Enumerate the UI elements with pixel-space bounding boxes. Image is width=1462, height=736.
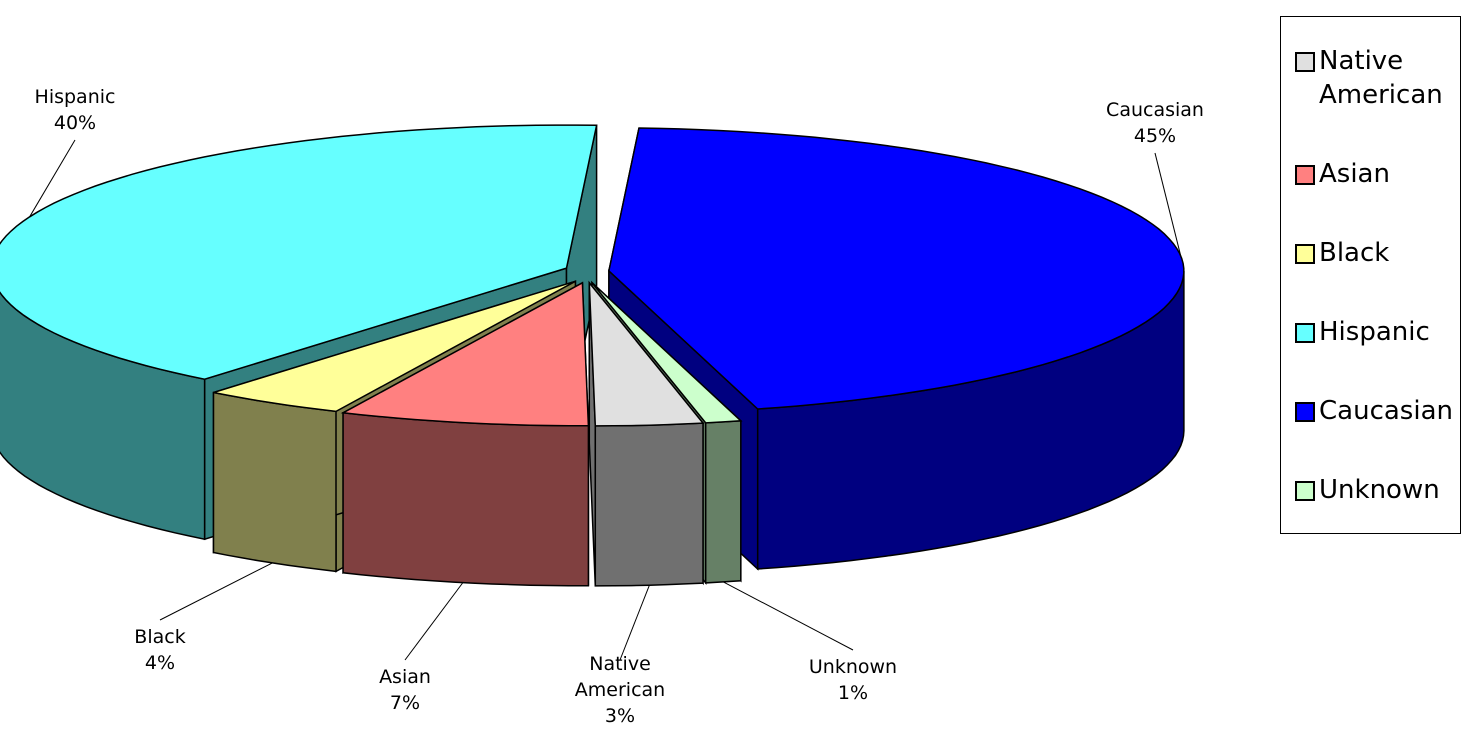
legend-swatch bbox=[1295, 164, 1315, 185]
legend-label: Hispanic bbox=[1319, 316, 1430, 347]
legend-swatch bbox=[1295, 243, 1315, 264]
slice bbox=[591, 282, 743, 424]
legend-swatch bbox=[1295, 322, 1315, 343]
label-value: 40% bbox=[53, 112, 97, 134]
legend-item: Native American bbox=[1295, 44, 1460, 112]
label-name: Caucasian bbox=[1106, 99, 1204, 121]
slice bbox=[213, 280, 576, 413]
leader-line bbox=[619, 584, 650, 661]
legend-swatch bbox=[1295, 401, 1315, 422]
legend-label: Caucasian bbox=[1319, 395, 1453, 426]
data-label: Native American 3% bbox=[555, 651, 685, 729]
leader-line bbox=[1154, 152, 1182, 257]
legend-item: Black bbox=[1295, 236, 1460, 270]
label-name: Hispanic bbox=[34, 86, 116, 108]
data-label: Hispanic 40% bbox=[10, 84, 140, 136]
legend-item: Asian bbox=[1295, 157, 1460, 191]
leader-line bbox=[404, 582, 464, 661]
slice bbox=[588, 280, 705, 427]
legend-label: Unknown bbox=[1319, 474, 1440, 505]
data-label: Asian 7% bbox=[340, 664, 470, 716]
label-value: 4% bbox=[144, 652, 176, 674]
legend-item: Unknown bbox=[1295, 473, 1460, 507]
label-name: Unknown bbox=[808, 656, 898, 678]
legend-swatch bbox=[1295, 480, 1315, 501]
label-name: Black bbox=[134, 626, 186, 648]
slice-rim bbox=[594, 422, 704, 587]
legend-label: Native American bbox=[1319, 45, 1443, 110]
label-name: Native American bbox=[574, 653, 666, 701]
label-name: Asian bbox=[379, 666, 431, 688]
legend-item: Hispanic bbox=[1295, 315, 1460, 349]
slice-rim bbox=[342, 411, 590, 587]
legend-swatch bbox=[1295, 51, 1315, 72]
leader-line bbox=[159, 562, 273, 621]
data-label: Unknown 1% bbox=[788, 654, 918, 706]
label-value: 45% bbox=[1133, 125, 1177, 147]
leader-line bbox=[723, 581, 854, 651]
legend-item: Caucasian bbox=[1295, 394, 1460, 428]
leader-line bbox=[29, 139, 76, 218]
label-value: 1% bbox=[837, 682, 869, 704]
slice-rim bbox=[212, 391, 337, 573]
slice-rim bbox=[704, 420, 742, 584]
legend-label: Asian bbox=[1319, 158, 1390, 189]
legend-label: Black bbox=[1319, 237, 1390, 268]
label-value: 3% bbox=[604, 705, 636, 727]
label-value: 7% bbox=[389, 692, 421, 714]
data-label: Caucasian 45% bbox=[1090, 97, 1220, 149]
slice bbox=[340, 281, 590, 427]
legend: Native American Asian Black Hispanic Caucasi… bbox=[1280, 16, 1461, 534]
data-label: Black 4% bbox=[95, 624, 225, 676]
